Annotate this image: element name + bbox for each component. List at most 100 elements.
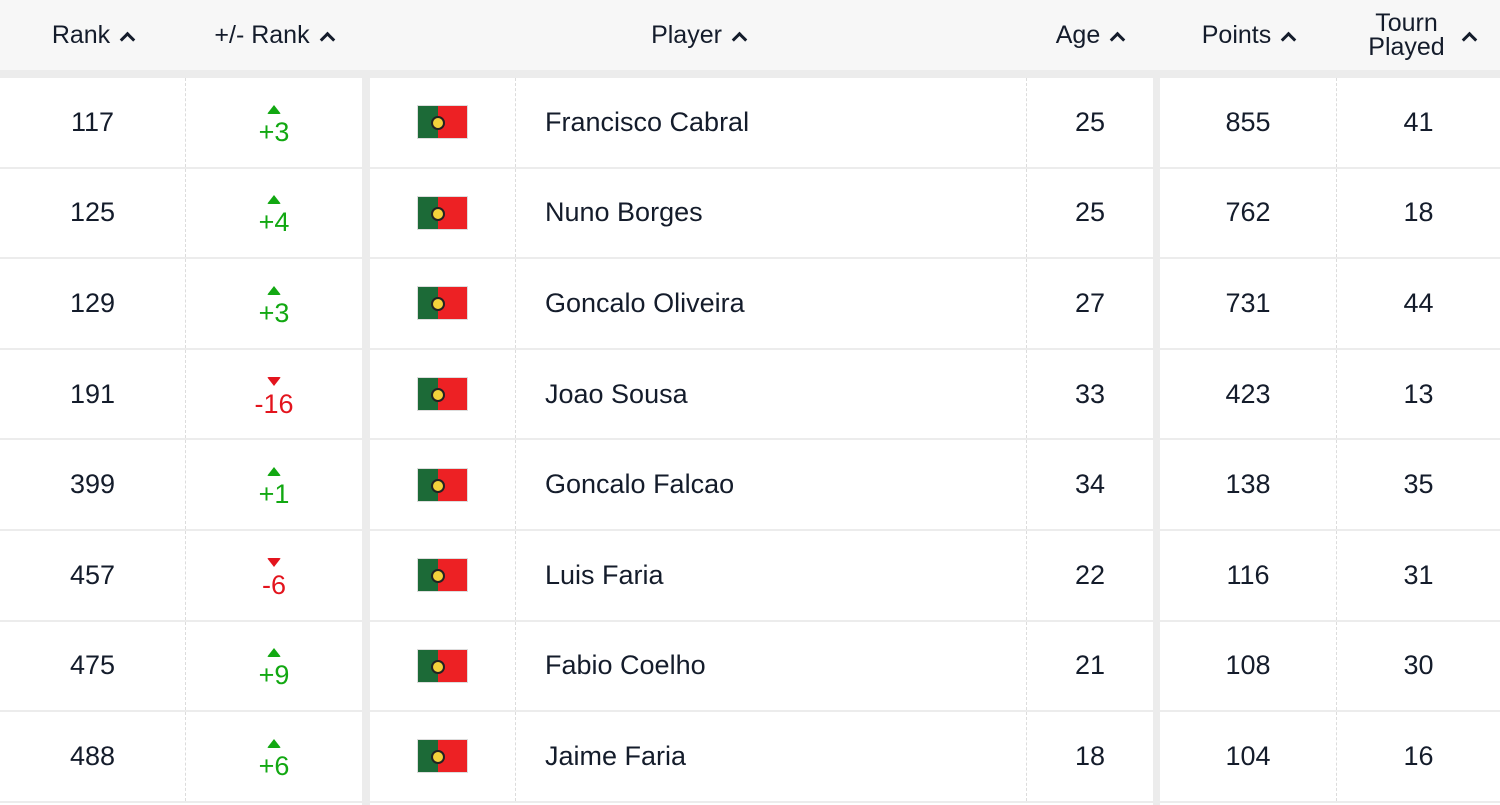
age-cell: 33 <box>1074 378 1106 409</box>
table-row[interactable]: 457 -6 Luis Faria 22 116 31 <box>0 530 1500 622</box>
triangle-up-icon <box>267 285 281 295</box>
tourn-played-cell: 30 <box>1403 650 1434 681</box>
rank-change-cell: +9 <box>186 622 362 711</box>
rank-cell: 129 <box>0 259 186 348</box>
points-cell: 423 <box>1160 349 1337 439</box>
sort-rank-change[interactable]: +/- Rank <box>185 0 362 70</box>
tourn-played-cell: 16 <box>1403 740 1434 771</box>
age-cell: 22 <box>1074 559 1106 590</box>
rank-change-value: +4 <box>258 207 290 238</box>
rank-cell: 457 <box>0 530 186 620</box>
points-cell: 116 <box>1160 530 1337 620</box>
sort-points[interactable]: Points <box>1160 0 1336 70</box>
player-name[interactable]: Fabio Coelho <box>516 621 1027 711</box>
player-name[interactable]: Luis Faria <box>516 530 1027 620</box>
triangle-up-icon <box>267 738 281 748</box>
portugal-flag-icon <box>417 648 468 683</box>
chevron-up-icon <box>1280 31 1297 47</box>
tourn-played-cell: 31 <box>1403 559 1434 590</box>
tourn-played-cell: 44 <box>1403 287 1434 318</box>
portugal-flag-icon <box>417 286 468 321</box>
points-cell: 762 <box>1160 168 1337 258</box>
portugal-flag-icon <box>417 105 468 140</box>
triangle-up-icon <box>267 648 281 658</box>
header-divider <box>0 70 1500 78</box>
portugal-flag-icon <box>417 739 468 774</box>
sort-rank[interactable]: Rank <box>0 0 185 70</box>
rank-change-cell: -16 <box>186 350 362 439</box>
rank-cell: 191 <box>0 349 186 439</box>
rank-cell: 117 <box>0 78 186 167</box>
rank-change-value: -6 <box>261 569 286 600</box>
flag-cell <box>370 440 516 529</box>
chevron-up-icon <box>319 31 335 47</box>
age-cell: 25 <box>1074 197 1106 228</box>
flag-cell <box>370 168 516 258</box>
points-cell: 108 <box>1160 621 1337 711</box>
portugal-flag-icon <box>417 467 468 502</box>
age-cell: 27 <box>1074 287 1106 318</box>
rank-cell: 399 <box>0 440 186 529</box>
rank-change-cell: +4 <box>186 169 362 258</box>
player-name[interactable]: Nuno Borges <box>516 168 1027 258</box>
rank-change-cell: +6 <box>186 712 362 801</box>
table-row[interactable]: 117 +3 Francisco Cabral 25 855 41 <box>0 78 1500 169</box>
points-cell: 731 <box>1160 259 1337 348</box>
column-separator <box>1153 70 1160 805</box>
portugal-flag-icon <box>417 377 468 412</box>
rank-change-value: +9 <box>258 660 290 691</box>
triangle-up-icon <box>267 195 281 205</box>
age-cell: 34 <box>1074 469 1106 500</box>
sort-age[interactable]: Age <box>1026 0 1153 70</box>
rank-cell: 488 <box>0 712 186 801</box>
triangle-up-icon <box>267 467 281 477</box>
portugal-flag-icon <box>417 558 468 593</box>
rank-change-value: +3 <box>258 116 290 147</box>
player-name[interactable]: Goncalo Oliveira <box>516 259 1027 348</box>
age-cell: 18 <box>1074 740 1106 771</box>
table-row[interactable]: 399 +1 Goncalo Falcao 34 138 35 <box>0 440 1500 531</box>
sort-tourn-played[interactable]: Tourn Played <box>1336 0 1500 70</box>
table-row[interactable]: 488 +6 Jaime Faria 18 104 16 <box>0 712 1500 803</box>
rank-change-value: +3 <box>258 297 290 328</box>
chevron-up-icon <box>119 31 136 47</box>
rank-change-value: +1 <box>258 479 290 510</box>
flag-cell <box>370 78 516 167</box>
rank-change-value: +6 <box>258 750 290 781</box>
player-name[interactable]: Joao Sousa <box>516 349 1027 439</box>
rank-cell: 475 <box>0 621 186 711</box>
table-row[interactable]: 475 +9 Fabio Coelho 21 108 30 <box>0 621 1500 713</box>
points-cell: 138 <box>1160 440 1337 529</box>
table-header: Rank +/- Rank Player Age Points Tourn Pl… <box>0 0 1500 70</box>
player-name[interactable]: Goncalo Falcao <box>516 440 1027 529</box>
age-cell: 25 <box>1074 106 1106 137</box>
rank-change-cell: +3 <box>186 259 362 348</box>
header-rank-change: +/- Rank <box>214 21 310 49</box>
player-name[interactable]: Francisco Cabral <box>516 78 1027 167</box>
flag-cell <box>370 621 516 711</box>
table-row[interactable]: 129 +3 Goncalo Oliveira 27 731 44 <box>0 259 1500 350</box>
rank-cell: 125 <box>0 168 186 258</box>
tourn-played-cell: 13 <box>1403 378 1434 409</box>
chevron-up-icon <box>731 31 748 47</box>
chevron-up-icon <box>1109 31 1126 47</box>
tourn-played-cell: 35 <box>1403 469 1434 500</box>
portugal-flag-icon <box>417 195 468 230</box>
header-age: Age <box>1055 21 1101 49</box>
age-cell: 21 <box>1074 650 1106 681</box>
sort-player[interactable]: Player <box>370 0 1026 70</box>
points-cell: 855 <box>1160 78 1337 167</box>
rank-change-cell: +3 <box>186 78 362 167</box>
table-row[interactable]: 191 -16 Joao Sousa 33 423 13 <box>0 349 1500 441</box>
header-rank: Rank <box>51 21 111 49</box>
rank-change-value: -16 <box>254 388 294 419</box>
player-name[interactable]: Jaime Faria <box>516 712 1027 801</box>
rank-change-cell: -6 <box>186 531 362 620</box>
header-player: Player <box>651 21 722 49</box>
rankings-table-body: 117 +3 Francisco Cabral 25 855 41 125 +4… <box>0 78 1500 803</box>
header-tourn-played: Tourn Played <box>1368 9 1445 61</box>
points-cell: 104 <box>1160 712 1337 801</box>
triangle-down-icon <box>267 376 281 386</box>
table-row[interactable]: 125 +4 Nuno Borges 25 762 18 <box>0 168 1500 260</box>
flag-cell <box>370 712 516 801</box>
